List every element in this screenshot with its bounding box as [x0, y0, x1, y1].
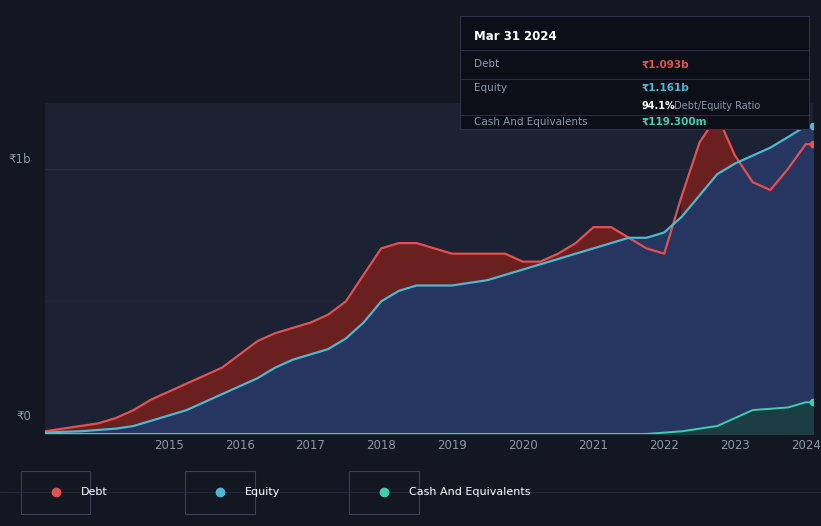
Text: Cash And Equivalents: Cash And Equivalents: [474, 117, 587, 127]
Text: Debt: Debt: [80, 487, 108, 497]
Text: ₹119.300m: ₹119.300m: [641, 117, 707, 127]
Text: Equity: Equity: [245, 487, 280, 497]
Text: Cash And Equivalents: Cash And Equivalents: [409, 487, 530, 497]
Text: Mar 31 2024: Mar 31 2024: [474, 29, 557, 43]
Text: ₹1.093b: ₹1.093b: [641, 59, 689, 69]
Text: ₹1.161b: ₹1.161b: [641, 83, 689, 93]
Text: ₹0: ₹0: [16, 410, 31, 423]
Text: Debt/Equity Ratio: Debt/Equity Ratio: [671, 101, 760, 112]
Text: Debt: Debt: [474, 59, 499, 69]
Text: Equity: Equity: [474, 83, 507, 93]
Text: 94.1%: 94.1%: [641, 101, 675, 112]
Text: ₹1b: ₹1b: [9, 153, 31, 166]
